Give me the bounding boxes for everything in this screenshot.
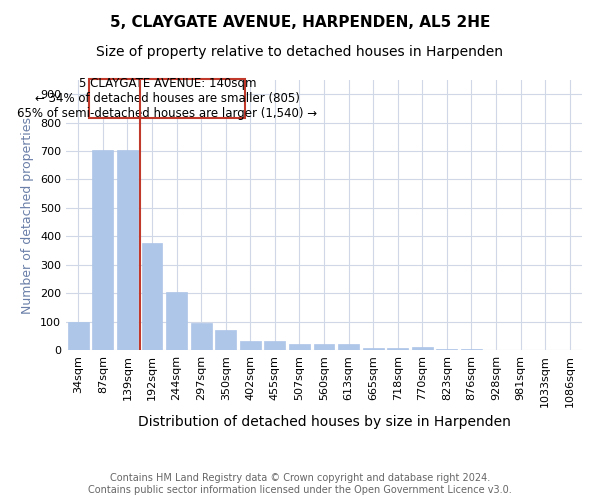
Bar <box>117 150 138 350</box>
Bar <box>142 244 163 350</box>
Text: 5, CLAYGATE AVENUE, HARPENDEN, AL5 2HE: 5, CLAYGATE AVENUE, HARPENDEN, AL5 2HE <box>110 15 490 30</box>
Bar <box>92 150 113 350</box>
Text: Contains HM Land Registry data © Crown copyright and database right 2024.
Contai: Contains HM Land Registry data © Crown c… <box>88 474 512 495</box>
Bar <box>265 340 286 350</box>
Bar <box>166 292 187 350</box>
Bar <box>412 347 433 350</box>
Bar <box>387 348 408 350</box>
Bar <box>461 348 482 350</box>
Bar <box>68 322 89 350</box>
Text: Size of property relative to detached houses in Harpenden: Size of property relative to detached ho… <box>97 45 503 59</box>
Bar <box>289 344 310 350</box>
Bar <box>215 330 236 350</box>
Bar <box>240 342 261 350</box>
FancyBboxPatch shape <box>89 80 245 118</box>
Bar <box>191 323 212 350</box>
Y-axis label: Number of detached properties: Number of detached properties <box>22 116 34 314</box>
Bar <box>338 344 359 350</box>
Text: 5 CLAYGATE AVENUE: 140sqm
← 34% of detached houses are smaller (805)
65% of semi: 5 CLAYGATE AVENUE: 140sqm ← 34% of detac… <box>17 78 317 120</box>
Bar <box>362 348 383 350</box>
X-axis label: Distribution of detached houses by size in Harpenden: Distribution of detached houses by size … <box>137 415 511 429</box>
Bar <box>314 344 334 350</box>
Bar <box>436 348 457 350</box>
